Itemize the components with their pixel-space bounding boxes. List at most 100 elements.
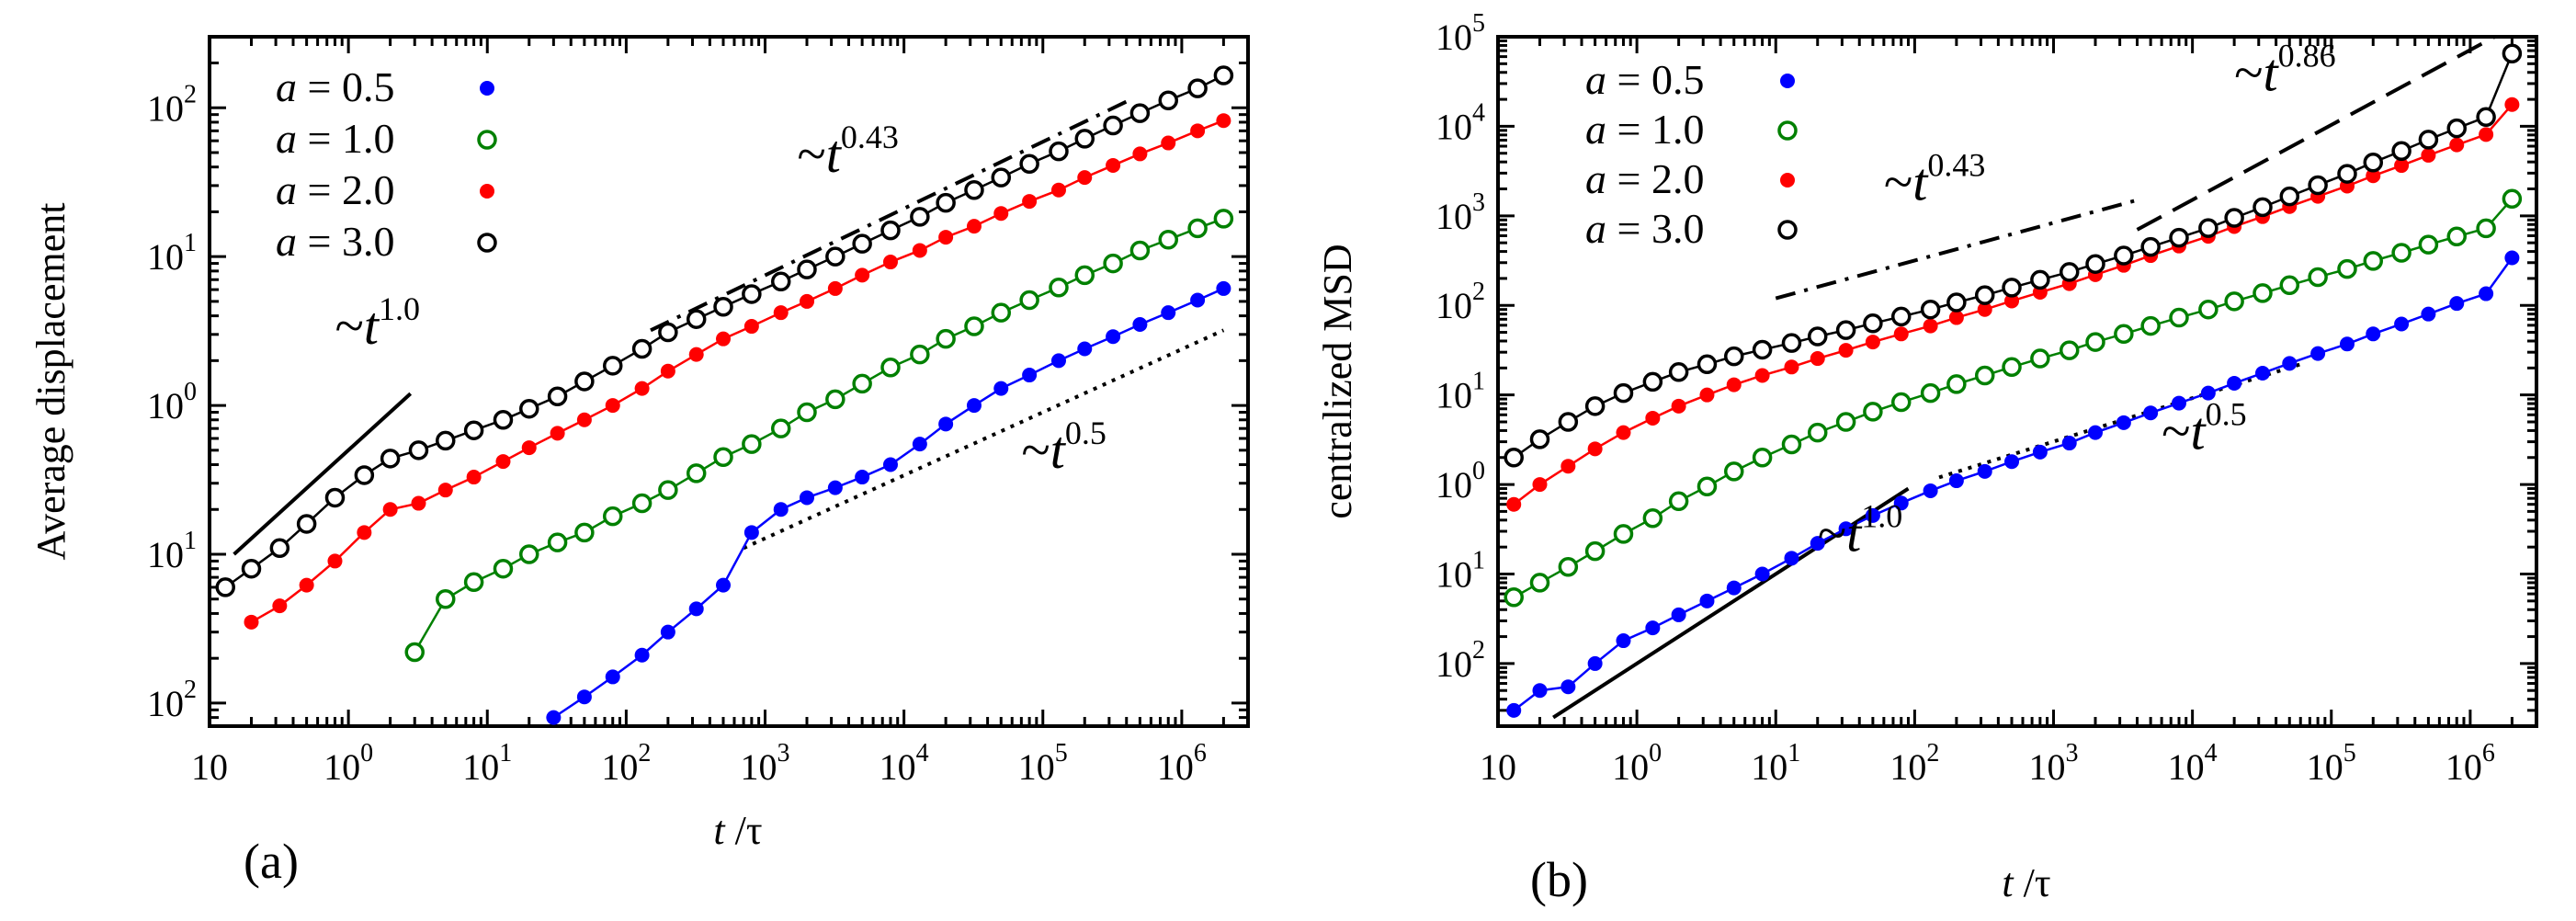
x-tick-label: 105 <box>2307 739 2356 788</box>
data-point-0.5 <box>2088 425 2104 440</box>
legend-marker <box>477 233 497 253</box>
data-point-1.0 <box>2253 283 2273 303</box>
y-tick-label: 103 <box>1436 188 1485 237</box>
guide-line-dashdot <box>1775 198 2139 301</box>
data-point-3.0 <box>1558 412 1579 432</box>
x-tick-base: 10 <box>1612 746 1649 788</box>
data-point-1.0 <box>852 373 872 394</box>
y-tick-label: 100 <box>147 378 197 426</box>
data-point-0.5 <box>1532 683 1548 699</box>
guide-label: ~t0.5 <box>1021 415 1106 480</box>
x-tick-exp: 2 <box>1926 739 1939 768</box>
series-line-1.0 <box>1513 198 2514 598</box>
y-tick-base: 10 <box>1436 464 1472 506</box>
data-point-1.0 <box>1920 382 1941 404</box>
y-tick-base: 10 <box>147 236 184 278</box>
y-tick-label: 102 <box>1436 278 1485 326</box>
plot-area <box>1504 37 2523 720</box>
data-point-1.0 <box>1890 392 1912 413</box>
data-point-2.0 <box>1810 351 1825 367</box>
data-point-1.0 <box>1103 253 1123 274</box>
legend-entry: a = 2.0 <box>1585 155 1704 202</box>
series-line-0.5 <box>552 287 1224 719</box>
series-line-2.0 <box>250 119 1224 623</box>
data-point-3.0 <box>658 322 678 343</box>
data-point-0.5 <box>716 577 732 593</box>
x-tick-exp: 3 <box>777 739 790 768</box>
x-tick-base: 10 <box>1889 746 1926 788</box>
legend-marker <box>477 130 497 150</box>
data-point-3.0 <box>2198 218 2219 238</box>
data-point-2.0 <box>1616 425 1631 440</box>
data-point-1.0 <box>2224 291 2244 312</box>
data-point-3.0 <box>713 297 733 317</box>
data-point-1.0 <box>631 493 653 514</box>
data-point-1.0 <box>2363 251 2384 271</box>
data-point-0.5 <box>2479 286 2494 301</box>
y-tick-base: 10 <box>147 385 184 426</box>
panel-b: 10 100 101 102 103 104 105 10610210110010110210… <box>1315 9 2538 907</box>
data-point-2.0 <box>882 255 898 270</box>
guide-line-dashed <box>2136 37 2496 232</box>
x-axis-label-unit: /τ <box>735 808 763 853</box>
guide-label-tilde: ~ <box>335 296 363 356</box>
data-point-3.0 <box>547 386 568 407</box>
data-point-3.0 <box>631 338 653 359</box>
data-point-0.5 <box>938 416 954 432</box>
data-point-1.0 <box>1835 412 1856 432</box>
y-tick-base: 10 <box>1436 17 1472 58</box>
x-tick-exp: 1 <box>1787 739 1800 768</box>
data-point-1.0 <box>1074 265 1095 286</box>
legend-value: = 1.0 <box>1606 106 1704 153</box>
data-point-1.0 <box>1558 557 1579 577</box>
x-tick-exp: 1 <box>499 739 512 768</box>
data-point-2.0 <box>495 454 511 470</box>
data-point-1.0 <box>1187 218 1208 239</box>
data-point-3.0 <box>518 398 539 419</box>
data-point-3.0 <box>493 410 514 430</box>
data-point-3.0 <box>2418 130 2439 150</box>
legend-marker <box>480 184 494 199</box>
data-point-0.5 <box>743 525 759 540</box>
data-point-0.5 <box>1699 593 1715 608</box>
x-tick-base: 10 <box>2168 746 2205 788</box>
guide-label-tilde: ~ <box>797 124 825 184</box>
data-point-1.0 <box>574 522 595 543</box>
y-tick-exp: 4 <box>1472 98 1485 127</box>
data-point-1.0 <box>436 588 456 609</box>
data-point-0.5 <box>1587 655 1603 671</box>
y-tick-base: 10 <box>1436 106 1472 147</box>
data-point-3.0 <box>2279 186 2300 207</box>
plot-area <box>215 65 1234 725</box>
data-point-2.0 <box>357 525 372 540</box>
data-point-1.0 <box>404 642 425 663</box>
data-point-2.0 <box>1022 194 1038 210</box>
data-point-0.5 <box>2366 326 2381 342</box>
y-tick-label: 101 <box>147 229 197 278</box>
y-tick-base: 10 <box>1436 375 1472 416</box>
data-point-0.5 <box>855 470 870 485</box>
y-tick-exp: 1 <box>1472 368 1485 396</box>
guide-label: ~t1.0 <box>335 290 420 356</box>
data-point-1.0 <box>1613 524 1634 544</box>
data-point-3.0 <box>2224 208 2244 228</box>
x-tick-label: 103 <box>2029 739 2079 788</box>
x-tick-label: 101 <box>1751 739 1800 788</box>
y-tick-label: 100 <box>1436 457 1485 506</box>
data-point-2.0 <box>1161 135 1176 151</box>
legend-marker <box>1780 74 1795 88</box>
data-point-0.5 <box>688 601 704 617</box>
legend-entry: a = 0.5 <box>1585 56 1704 103</box>
data-point-1.0 <box>1158 229 1178 250</box>
data-point-0.5 <box>1784 551 1799 566</box>
y-tick-exp: 1 <box>184 229 197 257</box>
legend-marker <box>1777 120 1798 141</box>
data-point-2.0 <box>1838 343 1854 358</box>
x-tick-base: 10 <box>2029 746 2066 788</box>
data-point-1.0 <box>547 532 568 552</box>
data-point-2.0 <box>327 553 343 569</box>
data-point-2.0 <box>2004 293 2020 309</box>
data-point-2.0 <box>1645 410 1661 426</box>
x-tick-base: 10 <box>1157 746 1194 788</box>
y-axis-label: centralized MSD <box>1315 244 1360 518</box>
